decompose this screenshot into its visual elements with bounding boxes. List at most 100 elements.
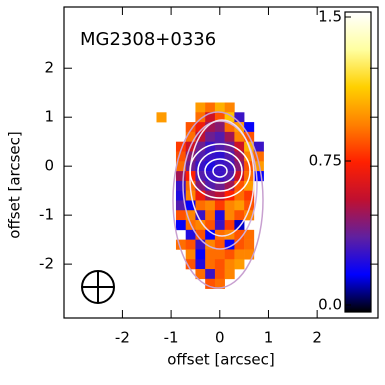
- cell: [214, 229, 225, 240]
- cell: [253, 141, 264, 152]
- cell: [185, 239, 196, 250]
- cell: [195, 102, 206, 113]
- colorbar-frame: [344, 11, 372, 313]
- y-tick-label: -1: [39, 206, 54, 224]
- cell: [195, 180, 206, 191]
- cell: [175, 171, 187, 182]
- cell: [244, 229, 255, 240]
- cell: [214, 131, 225, 142]
- cell: [234, 229, 245, 240]
- colorbar: [345, 12, 371, 312]
- cell: [234, 190, 245, 201]
- cell: [224, 131, 235, 142]
- cell: [214, 249, 225, 260]
- cell: [224, 161, 235, 172]
- cell: [185, 151, 196, 162]
- cell: [253, 151, 264, 162]
- cell: [175, 220, 187, 231]
- cell: [205, 220, 216, 231]
- cell: [244, 122, 255, 133]
- cell: [195, 151, 206, 162]
- cell: [234, 220, 245, 231]
- cell: [224, 220, 235, 231]
- cell: [234, 151, 245, 162]
- cell: [195, 249, 206, 260]
- contour: [204, 158, 236, 184]
- cell: [214, 180, 225, 191]
- cell: [244, 210, 255, 221]
- plot-frame: [63, 6, 379, 319]
- colorbar-tick-label: 0.0: [318, 296, 342, 314]
- beam: [81, 270, 115, 304]
- colorbar-tick-label: 1.5: [318, 8, 342, 26]
- cell: [205, 122, 216, 133]
- cell: [224, 102, 235, 113]
- cell: [214, 278, 225, 289]
- chart-title: MG2308+0336: [80, 29, 216, 50]
- cell: [214, 161, 225, 172]
- cell: [214, 151, 225, 162]
- y-tick-label: 2: [44, 59, 54, 77]
- cell: [234, 171, 245, 182]
- cell: [234, 249, 245, 260]
- cell: [234, 141, 245, 152]
- cell: [214, 200, 225, 211]
- cell: [214, 220, 225, 231]
- cell: [195, 112, 206, 123]
- y-axis-label: offset [arcsec]: [6, 131, 24, 238]
- cell: [205, 278, 216, 289]
- cell: [224, 190, 235, 201]
- cell: [234, 122, 245, 133]
- cell: [224, 180, 235, 191]
- cell: [224, 239, 235, 250]
- cell: [185, 229, 196, 240]
- cell: [234, 239, 245, 250]
- cell: [205, 200, 216, 211]
- cell: [224, 210, 235, 221]
- x-tick-label: -1: [164, 329, 179, 347]
- cell: [224, 122, 235, 133]
- cell: [214, 102, 225, 113]
- cell: [205, 112, 216, 123]
- contour: [172, 111, 264, 289]
- cell: [205, 210, 216, 221]
- x-tick-label: 2: [312, 329, 322, 347]
- contours: [172, 111, 264, 289]
- cell: [195, 190, 206, 201]
- cell: [205, 259, 216, 270]
- y-tick-label: 1: [44, 108, 54, 126]
- cell: [175, 141, 187, 152]
- contour: [212, 164, 228, 178]
- cell: [205, 131, 216, 142]
- cell: [224, 259, 235, 270]
- cell: [244, 180, 255, 191]
- cell: [205, 269, 216, 280]
- cell: [185, 210, 196, 221]
- cell: [244, 200, 255, 211]
- cell: [224, 112, 235, 123]
- y-tick-label: -2: [39, 255, 54, 273]
- cell: [205, 161, 216, 172]
- cell: [195, 210, 206, 221]
- cell: [214, 190, 225, 201]
- cell: [214, 122, 225, 133]
- cell: [205, 190, 216, 201]
- cell: [175, 190, 187, 201]
- cell: [195, 171, 206, 182]
- cell: [224, 171, 235, 182]
- cell: [214, 141, 225, 152]
- cell: [224, 269, 235, 280]
- contour: [182, 120, 258, 250]
- cell: [234, 259, 245, 270]
- cell: [205, 141, 216, 152]
- cell: [175, 161, 187, 172]
- contour: [189, 143, 251, 199]
- cell: [195, 229, 206, 240]
- x-tick-label: -2: [115, 329, 130, 347]
- cell: [185, 200, 196, 211]
- cell: [253, 161, 264, 172]
- cell: [214, 259, 225, 270]
- cell: [253, 171, 264, 182]
- cell: [205, 171, 216, 182]
